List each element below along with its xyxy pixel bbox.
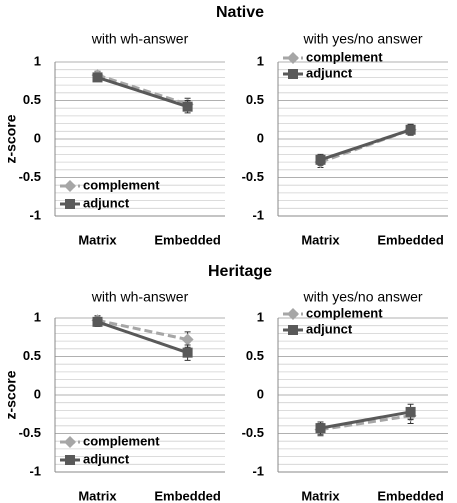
y-tick-label: -1 — [29, 207, 41, 222]
series-line — [97, 73, 189, 106]
legend-label: adjunct — [306, 321, 353, 336]
series-line — [97, 318, 188, 342]
y-tick-label: 1 — [257, 309, 264, 324]
y-tick-label: -1 — [252, 463, 264, 478]
x-tick-label: Embedded — [377, 488, 444, 503]
subplot-title: with wh-answer — [91, 289, 189, 305]
marker — [64, 436, 76, 448]
y-tick-label: 0 — [257, 130, 264, 145]
y-tick-label: -0.5 — [242, 169, 264, 184]
x-tick-label: Matrix — [78, 232, 117, 247]
y-axis-label: z-score — [3, 114, 19, 163]
y-tick-label: 0.5 — [246, 92, 264, 107]
marker — [315, 154, 326, 165]
y-tick-label: 1 — [34, 53, 41, 68]
x-tick-label: Matrix — [78, 488, 117, 503]
marker — [288, 69, 298, 79]
y-tick-label: -0.5 — [242, 425, 264, 440]
subplot-title: with yes/no answer — [302, 31, 422, 47]
marker — [65, 199, 75, 209]
marker — [64, 180, 76, 192]
marker — [288, 325, 298, 335]
series-line — [320, 410, 411, 430]
marker — [92, 72, 103, 83]
legend-label: complement — [83, 433, 160, 448]
y-tick-label: 1 — [34, 309, 41, 324]
y-tick-label: 0 — [34, 386, 41, 401]
marker — [182, 347, 193, 358]
marker — [182, 101, 193, 112]
subplot-title: with yes/no answer — [302, 289, 422, 305]
y-tick-label: 0 — [257, 386, 264, 401]
y-tick-label: -0.5 — [19, 169, 41, 184]
marker — [405, 124, 416, 135]
series-line — [97, 75, 189, 109]
x-tick-label: Matrix — [301, 488, 340, 503]
marker — [92, 316, 103, 327]
y-tick-label: 0.5 — [23, 348, 41, 363]
legend-label: adjunct — [83, 451, 130, 466]
y-tick-label: 1 — [257, 53, 264, 68]
group-title: Heritage — [208, 263, 272, 280]
y-tick-label: 0.5 — [246, 348, 264, 363]
legend-label: adjunct — [83, 195, 130, 210]
marker — [287, 308, 299, 320]
x-tick-label: Embedded — [154, 488, 221, 503]
y-tick-label: -1 — [252, 207, 264, 222]
y-tick-label: 0.5 — [23, 92, 41, 107]
marker — [181, 333, 194, 346]
subplot-title: with wh-answer — [91, 31, 189, 47]
x-tick-label: Embedded — [377, 232, 444, 247]
x-tick-label: Matrix — [301, 232, 340, 247]
y-axis-label: z-score — [3, 370, 19, 419]
y-tick-label: 0 — [34, 130, 41, 145]
x-tick-label: Embedded — [154, 232, 221, 247]
series-line — [97, 320, 189, 355]
marker — [405, 406, 416, 417]
legend-label: complement — [306, 305, 383, 320]
marker — [287, 52, 299, 64]
series-line — [320, 414, 411, 432]
marker — [65, 455, 75, 465]
series-line — [320, 128, 412, 162]
legend-label: complement — [306, 49, 383, 64]
group-title: Native — [216, 4, 264, 21]
marker — [315, 423, 326, 434]
y-tick-label: -0.5 — [19, 425, 41, 440]
y-tick-label: -1 — [29, 463, 41, 478]
legend-label: adjunct — [306, 65, 353, 80]
legend-label: complement — [83, 177, 160, 192]
